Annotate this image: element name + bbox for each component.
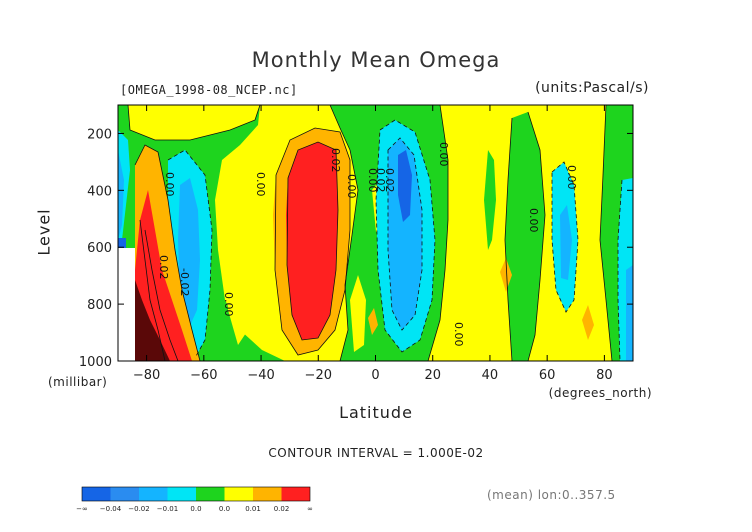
axes: −80 −60 −40 −20 0 20 40 60 80 200 400 600 800 1000 [79, 105, 633, 383]
colorbar-label: 0.01 [245, 505, 261, 513]
field-blue-edge [118, 150, 124, 240]
field-darkred-80s [135, 280, 170, 361]
field-yellow-top [128, 105, 260, 140]
field-cyan-north [618, 178, 633, 361]
contour-field: 0.00 0.00 0.00 0.00 0.00 0.00 0.00 0.00 … [118, 105, 633, 361]
field-green-south [118, 105, 285, 361]
colorbar-swatch [110, 487, 139, 501]
field-blue-60s [178, 178, 200, 330]
units-label: (units:Pascal/s) [535, 80, 649, 96]
x-tick-label: 60 [539, 368, 556, 383]
colorbar: −∞ −0.04 −0.02 −0.01 0.0 0.0 0.01 0.02 ∞ [76, 486, 313, 513]
contour-label: 0.02 [329, 148, 342, 173]
y-tick-label: 200 [87, 127, 112, 142]
field-yellow-5s [350, 275, 366, 352]
contour-label: 0.00 [437, 142, 450, 167]
contour-lines [127, 105, 613, 361]
contour-label: 0.00 [565, 165, 578, 190]
contour-label: 0.00 [222, 292, 235, 317]
colorbar-swatch [139, 487, 168, 501]
contour-label: 0.00 [527, 208, 540, 233]
y-axis-label: Level [34, 208, 54, 256]
mean-label: (mean) lon:0..357.5 [487, 488, 616, 502]
colorbar-label: 0.02 [274, 505, 290, 513]
contour-label: 0.00 [366, 168, 379, 193]
x-tick-label: −80 [133, 368, 160, 383]
colorbar-swatch [253, 487, 282, 501]
contour-label: -0.02 [178, 268, 191, 296]
x-tick-label: −40 [247, 368, 274, 383]
y-tick-label: 400 [87, 184, 112, 199]
x-tick-label: 20 [424, 368, 441, 383]
field-blue-north [626, 265, 633, 361]
colorbar-swatch [224, 487, 253, 501]
y-axis-unit: (millibar) [48, 375, 108, 389]
colorbar-swatch [167, 487, 196, 501]
contour-label: 0.02 [374, 168, 387, 193]
contour-lines-negative [167, 119, 623, 361]
field-green-equator [330, 105, 448, 361]
y-tick-label: 800 [87, 298, 112, 313]
x-tick-label: 0 [371, 368, 379, 383]
colorbar-label: 0.0 [190, 505, 201, 513]
field-orange-45n [500, 258, 512, 292]
y-tick-label: 600 [87, 241, 112, 256]
contour-label: 0.00 [254, 172, 267, 197]
field-cyan-edge [118, 130, 130, 245]
field-cyan-10n [376, 120, 435, 352]
contour-label: 0.02 [383, 168, 396, 193]
field-deepblue-edge [118, 238, 126, 248]
field-undefined-region [118, 248, 135, 361]
dataset-label: [OMEGA_1998-08_NCEP.nc] [120, 83, 298, 97]
field-yellow [118, 105, 633, 361]
colorbar-label: −0.02 [128, 505, 149, 513]
field-yellow-eq [372, 180, 386, 232]
y-tick-label: 1000 [79, 355, 112, 370]
colorbar-label: −0.04 [100, 505, 122, 513]
colorbar-label: −0.01 [157, 505, 178, 513]
field-green-north [600, 105, 633, 361]
colorbar-label: 0.0 [219, 505, 230, 513]
field-orange-70n [582, 305, 594, 340]
field-orange-eq [368, 308, 378, 335]
plot-frame [117, 104, 634, 362]
field-orange-25s [273, 128, 350, 355]
field-green-60n [505, 112, 545, 361]
field-orange-80s [135, 145, 200, 361]
contour-label: 0.00 [345, 174, 358, 199]
field-blue-60n [560, 205, 572, 280]
colorbar-label: ∞ [307, 505, 313, 513]
x-tick-label: −60 [190, 368, 217, 383]
chart-title: Monthly Mean Omega [251, 48, 501, 72]
contour-label: 0.02 [157, 255, 170, 280]
contour-label: 0.00 [163, 172, 176, 197]
field-red-80s [135, 190, 192, 361]
x-tick-label: −20 [305, 368, 332, 383]
contour-label: 0.00 [452, 322, 465, 347]
field-blue-10n [388, 138, 422, 330]
x-axis-label: Latitude [339, 403, 413, 422]
contour-interval-label: CONTOUR INTERVAL = 1.000E-02 [268, 446, 484, 460]
x-tick-label: 80 [596, 368, 613, 383]
colorbar-frame [81, 486, 311, 502]
contour-label-group: 0.00 0.00 0.00 0.00 0.00 0.00 0.00 0.00 … [157, 142, 578, 347]
x-tick-label: 40 [482, 368, 499, 383]
field-yellow-40s [225, 232, 248, 345]
field-red-25s [286, 142, 338, 340]
field-cyan-60n [552, 162, 578, 312]
colorbar-swatch [281, 487, 310, 501]
x-axis-unit: (degrees_north) [548, 386, 652, 400]
field-green-45n [484, 150, 496, 250]
colorbar-swatch [82, 487, 111, 501]
colorbar-swatch [196, 487, 225, 501]
field-deepblue-10n [398, 150, 412, 222]
colorbar-label: −∞ [76, 505, 88, 513]
field-cyan-60s [168, 150, 212, 358]
